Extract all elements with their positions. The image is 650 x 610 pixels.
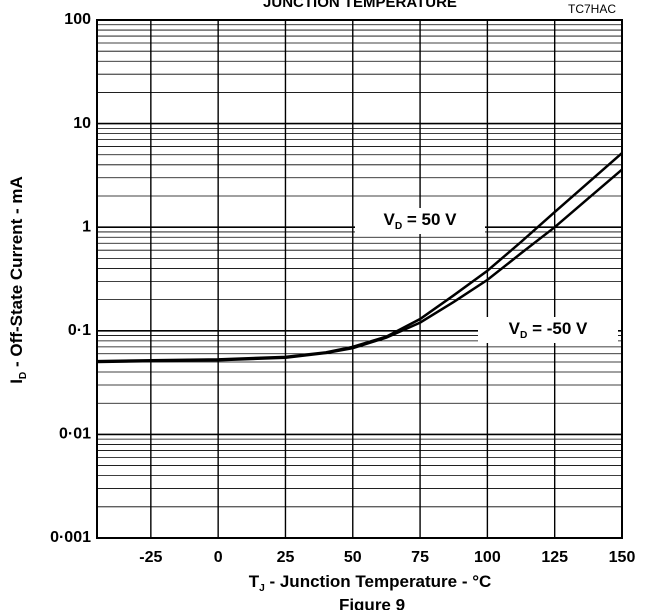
- x-tick-label: -25: [139, 549, 162, 566]
- x-tick-label: 100: [474, 549, 501, 566]
- label-box: [478, 317, 618, 343]
- y-axis-label: ID - Off-State Current - mA: [7, 176, 28, 384]
- label-box: [355, 208, 485, 234]
- x-axis-label: TJ - Junction Temperature - °C: [249, 572, 492, 593]
- x-tick-label: 125: [541, 549, 568, 566]
- figure-caption: Figure 9: [339, 595, 405, 610]
- series-label-sub: D: [520, 330, 527, 341]
- y-tick-label: 10: [73, 115, 91, 132]
- series-label-rest: = 50 V: [402, 210, 457, 229]
- x-tick-label: 50: [344, 549, 362, 566]
- y-axis-label-sub: D: [18, 372, 29, 379]
- y-tick-label: 0·01: [59, 426, 91, 443]
- x-tick-label: 75: [411, 549, 429, 566]
- series-label: VD = 50 V: [383, 210, 457, 231]
- series-line: [96, 168, 623, 364]
- x-tick-label: 150: [609, 549, 636, 566]
- y-tick-label: 100: [64, 11, 91, 28]
- series-label-main: V: [509, 319, 521, 338]
- series-label-rest: = -50 V: [527, 319, 588, 338]
- y-axis-label-rest: - Off-State Current - mA: [7, 176, 26, 372]
- y-tick-label: 1: [82, 218, 91, 235]
- x-tick-label: 25: [277, 549, 295, 566]
- chart-title: JUNCTION TEMPERATURE: [263, 0, 457, 11]
- x-axis-label-rest: - Junction Temperature - °C: [265, 572, 492, 591]
- x-axis-label-main: T: [249, 572, 260, 591]
- x-axis-label-sub: J: [259, 583, 265, 594]
- x-tick-label: 0: [214, 549, 223, 566]
- y-axis-label-main: I: [7, 379, 26, 384]
- series-label: VD = -50 V: [509, 319, 588, 340]
- series-label-main: V: [383, 210, 395, 229]
- figure-code: TC7HAC: [568, 2, 616, 16]
- plot-frame: [96, 19, 623, 539]
- y-tick-label: 0·001: [50, 529, 91, 546]
- series-label-sub: D: [395, 221, 402, 232]
- y-tick-label: 0·1: [68, 322, 91, 339]
